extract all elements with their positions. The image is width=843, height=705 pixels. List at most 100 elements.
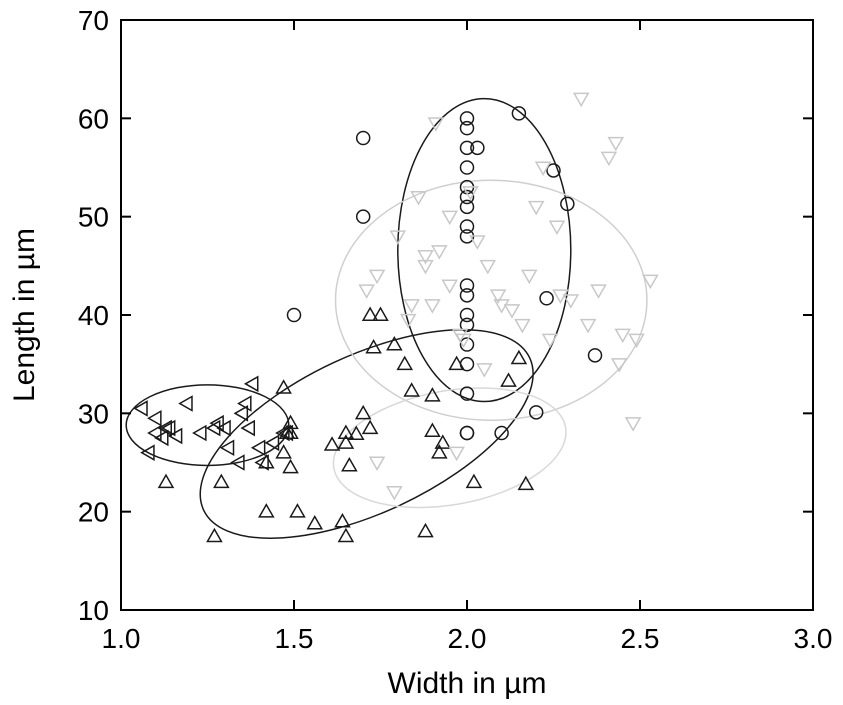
data-point-triangle-up — [517, 475, 535, 491]
ticks-layer — [120, 19, 814, 611]
y-tick-label: 50 — [78, 202, 109, 233]
data-point-triangle-left — [133, 400, 148, 417]
data-point-triangle-down — [417, 250, 434, 265]
x-tick-label: 3.0 — [794, 623, 833, 654]
data-point-triangle-up — [465, 473, 483, 489]
data-point-triangle-left — [216, 419, 231, 437]
data-point-triangle-up — [341, 456, 358, 472]
data-point-circle — [459, 219, 475, 234]
data-point-triangle-up — [206, 527, 223, 543]
data-point-triangle-up — [434, 434, 452, 449]
y-axis-label: Length in µm — [8, 228, 41, 402]
data-point-triangle-down — [479, 259, 497, 275]
data-point-triangle-down — [368, 456, 386, 472]
data-point-triangle-up — [431, 444, 448, 459]
data-point-triangle-up — [213, 473, 230, 489]
data-point-triangle-up — [354, 404, 372, 420]
data-point-triangle-down — [607, 136, 625, 152]
data-point-triangle-up — [337, 434, 355, 449]
data-point-triangle-down — [462, 186, 479, 201]
data-point-triangle-down — [642, 274, 659, 290]
y-tick-label: 70 — [78, 5, 109, 36]
data-point-circle — [459, 317, 475, 333]
data-point-triangle-down — [417, 259, 434, 275]
data-point-triangle-left — [147, 409, 162, 427]
data-point-circle — [560, 196, 575, 212]
data-point-triangle-left — [154, 429, 169, 447]
data-point-circle — [494, 425, 509, 441]
data-point-triangle-up — [334, 512, 351, 528]
data-point-triangle-left — [264, 434, 280, 452]
data-point-triangle-down — [520, 269, 538, 285]
data-point-triangle-left — [243, 375, 259, 393]
data-point-triangle-left — [167, 427, 183, 445]
group-ellipse-4 — [334, 179, 648, 421]
data-point-triangle-up — [323, 436, 341, 451]
data-point-triangle-up — [275, 444, 292, 459]
x-tick-label: 2.5 — [621, 623, 660, 654]
data-point-circle — [459, 337, 475, 352]
data-point-circle — [459, 199, 475, 215]
data-point-triangle-left — [157, 419, 172, 437]
data-point-triangle-down — [403, 299, 420, 314]
data-point-circle — [459, 307, 475, 323]
data-point-triangle-down — [476, 363, 493, 378]
x-tick-label: 1.0 — [102, 623, 141, 654]
data-point-triangle-left — [209, 414, 224, 432]
x-tick-label: 1.5 — [275, 623, 314, 654]
data-point-triangle-up — [424, 422, 441, 438]
data-point-triangle-left — [240, 419, 256, 437]
data-point-triangle-left — [230, 454, 245, 471]
data-point-triangle-up — [347, 425, 365, 440]
data-point-triangle-down — [399, 313, 417, 329]
data-point-triangle-up — [361, 419, 379, 435]
y-tick-label: 10 — [78, 595, 109, 626]
data-point-triangle-down — [562, 294, 580, 309]
data-point-circle — [539, 291, 554, 306]
data-point-triangle-down — [548, 220, 566, 236]
data-point-triangle-down — [628, 333, 645, 349]
data-point-circle — [587, 348, 603, 363]
data-point-triangle-down — [534, 161, 552, 177]
data-point-triangle-up — [337, 424, 355, 439]
data-point-triangle-left — [237, 395, 252, 412]
data-point-triangle-down — [614, 328, 631, 344]
data-point-triangle-left — [233, 405, 249, 422]
data-point-triangle-down — [424, 299, 441, 314]
plot-frame — [120, 19, 814, 611]
data-point-triangle-up — [365, 338, 382, 354]
data-point-triangle-left — [275, 424, 290, 442]
data-point-triangle-left — [278, 424, 294, 442]
data-point-triangle-up — [417, 522, 434, 538]
data-point-triangle-down — [358, 284, 375, 299]
x-tick-label: 2.0 — [448, 623, 487, 654]
tick-labels-layer: 1.0 1.5 2.0 2.5 3.0 10 20 30 40 50 60 70 — [78, 5, 833, 654]
group-ellipse-5 — [332, 387, 567, 509]
data-point-circle — [459, 278, 475, 293]
data-point-circle — [286, 307, 302, 323]
data-point-circle — [511, 106, 527, 121]
data-point-triangle-down — [541, 333, 559, 349]
data-point-triangle-up — [424, 387, 441, 402]
data-point-triangle-down — [410, 191, 427, 206]
group-ellipse-3 — [397, 97, 572, 403]
data-point-triangle-up — [510, 349, 528, 365]
data-point-triangle-down — [441, 210, 458, 226]
data-point-triangle-left — [160, 419, 176, 437]
data-point-triangle-up — [289, 503, 306, 518]
data-point-circle — [355, 209, 371, 224]
data-point-circle — [355, 130, 371, 146]
data-point-triangle-down — [469, 235, 486, 250]
data-point-triangle-down — [368, 269, 386, 285]
data-point-triangle-up — [157, 473, 175, 489]
y-tick-label: 40 — [78, 300, 109, 331]
data-point-triangle-up — [500, 372, 517, 387]
data-point-triangle-down — [610, 358, 628, 373]
data-point-triangle-up — [403, 382, 420, 397]
data-point-circle — [546, 163, 561, 178]
data-point-triangle-up — [396, 355, 414, 371]
data-point-triangle-down — [431, 245, 448, 260]
points-layer — [133, 92, 659, 543]
